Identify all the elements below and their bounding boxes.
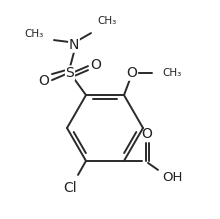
Text: CH₃: CH₃ [162,68,181,78]
Text: CH₃: CH₃ [25,29,44,39]
Text: N: N [69,38,79,52]
Text: OH: OH [162,171,182,184]
Text: CH₃: CH₃ [97,16,116,26]
Text: O: O [38,74,50,88]
Text: O: O [141,127,152,141]
Text: O: O [91,58,101,72]
Text: Cl: Cl [63,181,77,195]
Text: S: S [66,66,74,80]
Text: O: O [126,66,138,80]
